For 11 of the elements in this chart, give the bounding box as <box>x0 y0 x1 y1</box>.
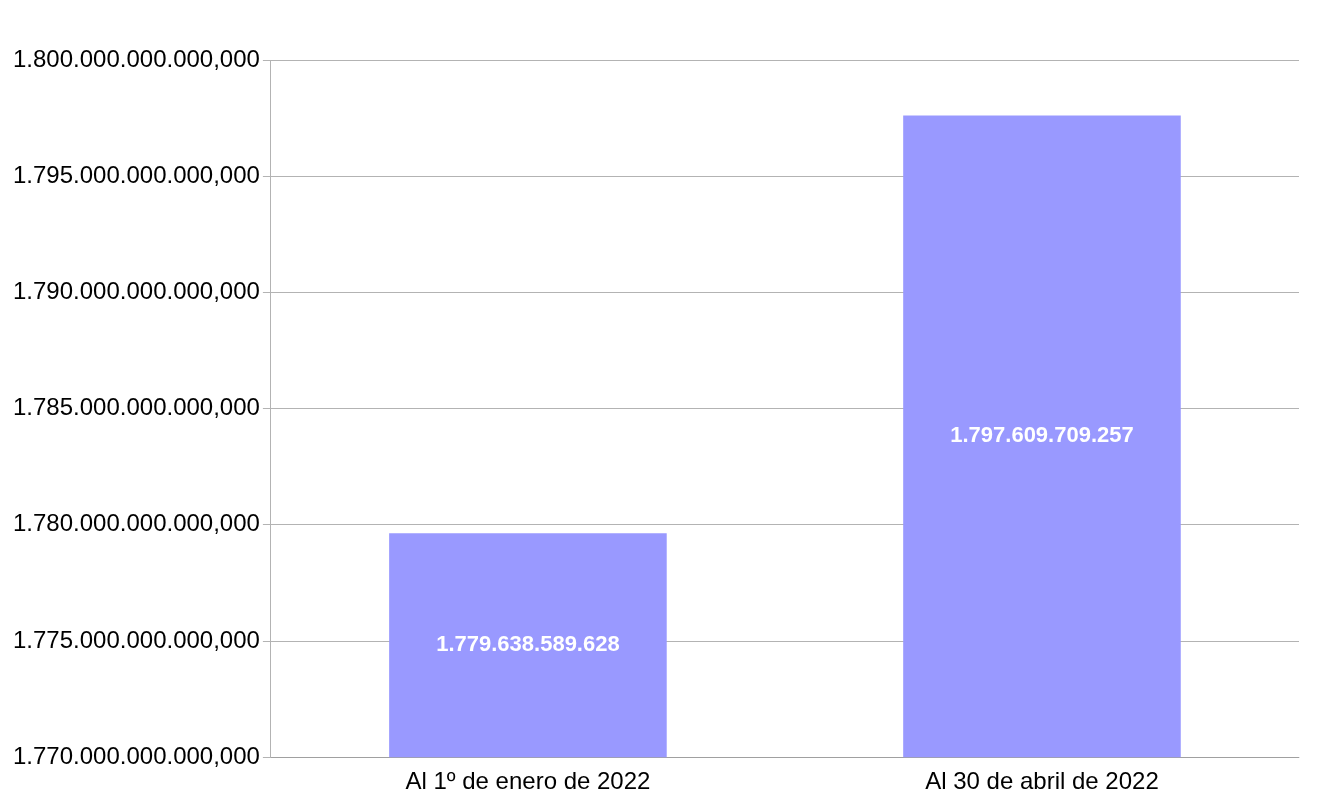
x-tick-label: Al 1º de enero de 2022 <box>405 767 651 795</box>
x-tick-label: Al 30 de abril de 2022 <box>925 767 1159 795</box>
y-tick-label: 1.800.000.000.000,000 <box>13 44 260 72</box>
y-tick-label: 1.780.000.000.000,000 <box>13 509 260 537</box>
y-tick-label: 1.790.000.000.000,000 <box>13 277 260 305</box>
y-tick-label: 1.775.000.000.000,000 <box>13 625 260 653</box>
data-label: 1.797.609.709.257 <box>950 422 1134 448</box>
y-tick-label: 1.795.000.000.000,000 <box>13 160 260 188</box>
y-tick-label: 1.785.000.000.000,000 <box>13 393 260 421</box>
data-label: 1.779.638.589.628 <box>436 631 620 657</box>
y-tick-label: 1.770.000.000.000,000 <box>13 741 260 769</box>
